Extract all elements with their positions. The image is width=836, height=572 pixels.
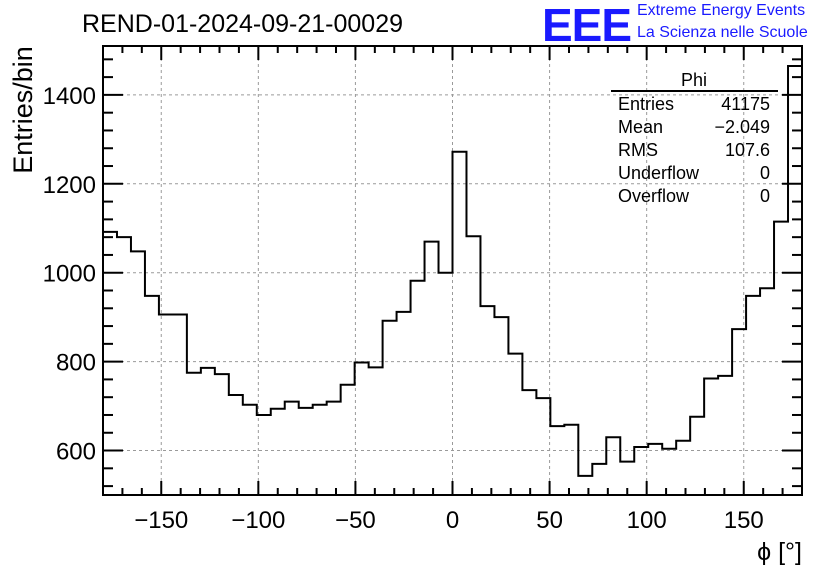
x-tick-label: −50 [335, 507, 376, 534]
x-tick-label: 100 [627, 507, 667, 534]
x-tick-label: 150 [724, 507, 764, 534]
grid-lines [103, 46, 802, 495]
stats-label: Underflow [618, 163, 700, 183]
x-tick-label: 0 [446, 507, 459, 534]
stats-label: Entries [618, 94, 674, 114]
y-axis-label: Entries/bin [8, 46, 38, 174]
axis-ticks [102, 46, 803, 495]
stats-label: RMS [618, 140, 658, 160]
stats-title: Phi [681, 70, 707, 90]
stats-value: 107.6 [725, 140, 770, 160]
stats-label: Overflow [618, 186, 690, 206]
histogram-series-line [103, 65, 802, 477]
y-tick-label: 1000 [43, 261, 96, 288]
y-tick-label: 800 [56, 350, 96, 377]
logo-subtitle-line1: Extreme Energy Events [637, 2, 806, 19]
chart-title: REND-01-2024-09-21-00029 [82, 10, 404, 38]
x-tick-label: −150 [134, 507, 188, 534]
stats-value: 0 [760, 163, 770, 183]
y-tick-label: 1400 [43, 83, 96, 110]
plot-frame [102, 45, 803, 496]
statistics-box: Phi Entries 41175 Mean −2.049 RMS 107.6 Underf… [611, 70, 778, 206]
stats-label: Mean [618, 117, 663, 137]
stats-value: 41175 [721, 94, 770, 114]
axis-tick-labels: −150 −100 −50 0 50 100 150 600 800 1000 1200 1400 [43, 83, 764, 534]
y-tick-label: 1200 [43, 172, 96, 199]
y-tick-label: 600 [56, 439, 96, 466]
stats-value: 0 [760, 186, 770, 206]
logo-subtitle-line2: La Scienza nelle Scuole [637, 24, 808, 41]
stats-value: −2.049 [714, 117, 770, 137]
x-tick-label: 50 [536, 507, 563, 534]
x-tick-label: −100 [231, 507, 285, 534]
eee-logo: EEE [542, 0, 632, 51]
x-axis-label: ϕ [°] [757, 538, 802, 566]
